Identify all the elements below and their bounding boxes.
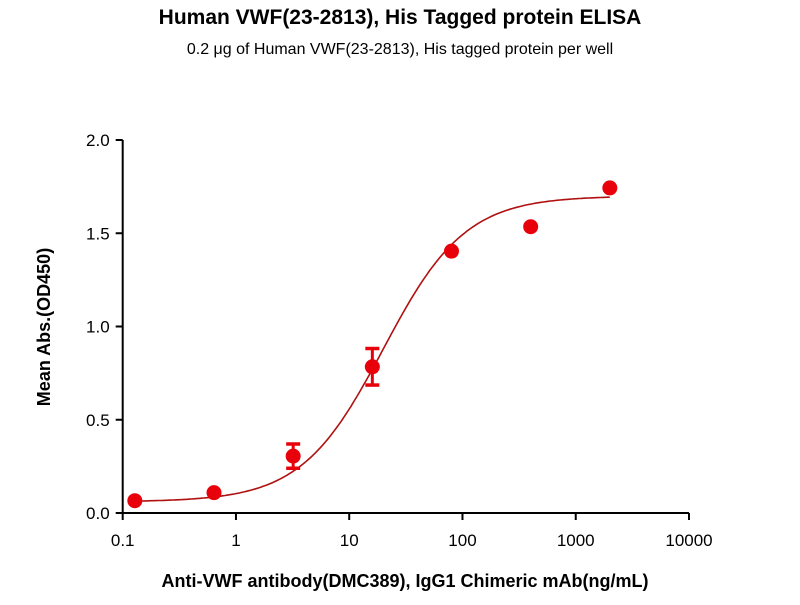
y-axis-label: Mean Abs.(OD450): [34, 248, 54, 406]
x-tick-label: 10000: [665, 531, 712, 550]
y-tick-label: 0.0: [86, 504, 110, 523]
x-tick-label: 100: [448, 531, 476, 550]
y-tick-labels: 0.0 0.5 1.0 1.5 2.0: [86, 131, 110, 523]
y-tick-label: 1.0: [86, 318, 110, 337]
chart-subtitle: 0.2 μg of Human VWF(23-2813), His tagged…: [187, 41, 613, 58]
data-point: [127, 493, 143, 509]
chart-title: Human VWF(23-2813), His Tagged protein E…: [159, 6, 642, 29]
axes: [115, 139, 690, 520]
x-tick-label: 1000: [557, 531, 595, 550]
data-point: [285, 448, 301, 464]
data-point: [206, 485, 222, 501]
data-points: [127, 180, 618, 509]
x-tick-label: 0.1: [111, 531, 135, 550]
data-point: [602, 180, 618, 196]
x-tick-labels: 0.1 1 10 100 1000 10000: [111, 531, 713, 550]
x-tick-label: 1: [231, 531, 240, 550]
data-point: [364, 359, 380, 375]
y-tick-label: 2.0: [86, 131, 110, 150]
x-tick-label: 10: [340, 531, 359, 550]
y-tick-label: 0.5: [86, 411, 110, 430]
x-axis-label: Anti-VWF antibody(DMC389), IgG1 Chimeric…: [161, 571, 648, 591]
data-point: [444, 243, 460, 259]
data-point: [523, 219, 539, 235]
y-tick-label: 1.5: [86, 224, 110, 243]
